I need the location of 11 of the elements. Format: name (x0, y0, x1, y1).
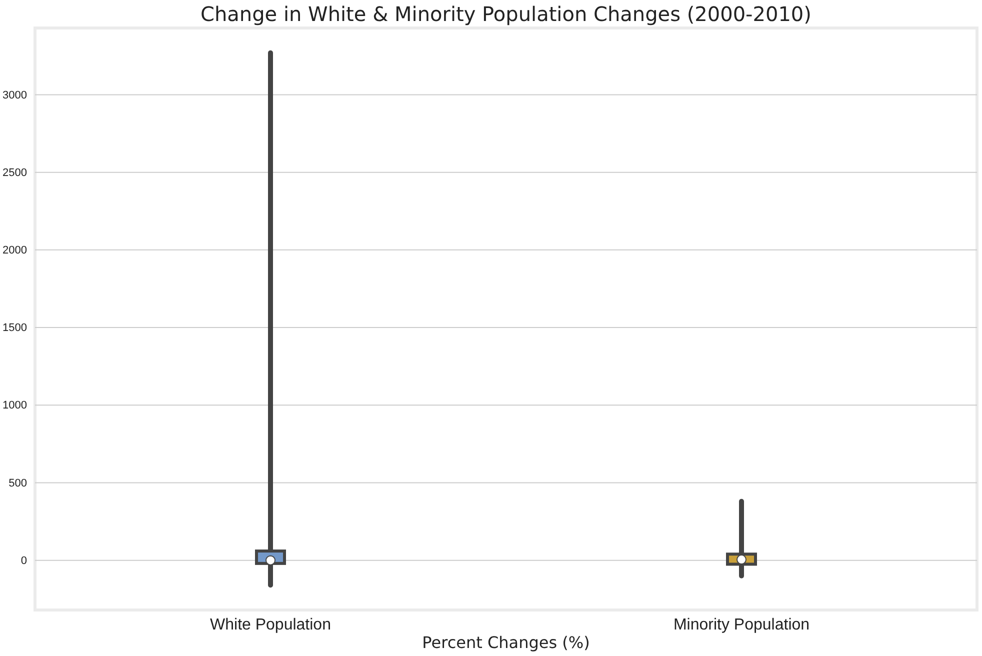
y-tick-label: 1500 (2, 322, 27, 334)
x-tick-label: White Population (210, 616, 331, 634)
y-tick-label: 1000 (2, 400, 27, 412)
y-tick-label: 2000 (2, 244, 27, 256)
y-tick-label: 0 (20, 554, 27, 567)
y-tick-label: 3000 (2, 89, 27, 102)
x-axis-title: Percent Changes (%) (422, 633, 590, 652)
y-tick-label: 500 (8, 477, 27, 490)
x-tick-label: Minority Population (673, 616, 810, 634)
y-tick-label: 2500 (2, 166, 27, 179)
chart-title: Change in White & Minority Population Changes (2000-2010) (200, 2, 812, 26)
